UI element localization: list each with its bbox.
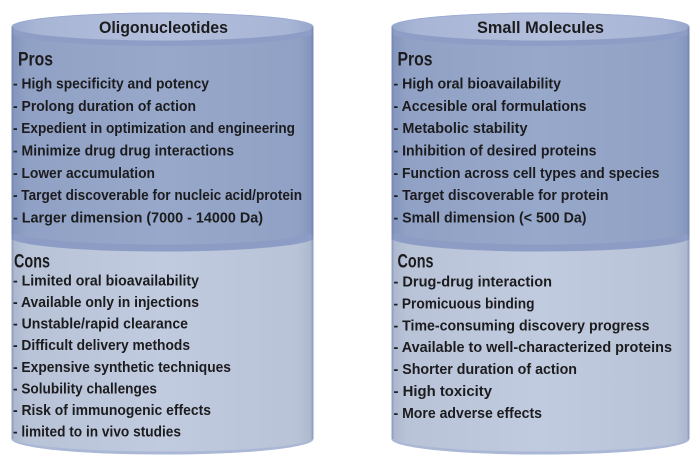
svg-text:- Metabolic stability: - Metabolic stability (394, 121, 528, 137)
svg-text:- Drug-drug interaction: - Drug-drug interaction (394, 275, 553, 291)
svg-text:- Shorter duration of action: - Shorter duration of action (394, 362, 578, 378)
svg-text:Small Molecules: Small Molecules (477, 18, 604, 37)
svg-text:Cons: Cons (398, 250, 434, 272)
svg-text:- Target discoverable for prot: - Target discoverable for protein (394, 188, 609, 204)
svg-text:- Available only in injections: - Available only in injections (13, 295, 199, 311)
svg-text:- Available to well-characteri: - Available to well-characterized protei… (394, 340, 673, 356)
svg-text:Pros: Pros (398, 49, 433, 71)
svg-text:Pros: Pros (18, 49, 53, 71)
svg-text:Oligonucleotides: Oligonucleotides (99, 18, 228, 37)
svg-text:- Promicuous binding: - Promicuous binding (394, 297, 535, 313)
svg-text:- Target discoverable for nucl: - Target discoverable for nucleic acid/p… (13, 188, 302, 204)
svg-text:- limited to in vivo studies: - limited to in vivo studies (13, 425, 181, 441)
svg-text:- High specificity and potency: - High specificity and potency (13, 77, 209, 93)
svg-text:- Unstable/rapid clearance: - Unstable/rapid clearance (13, 317, 188, 333)
svg-text:- Limited oral bioavailability: - Limited oral bioavailability (13, 274, 199, 290)
svg-text:- Solubility challenges: - Solubility challenges (13, 381, 157, 397)
svg-text:- Time-consuming discovery pro: - Time-consuming discovery progress (394, 318, 650, 334)
svg-text:- Lower accumulation: - Lower accumulation (13, 166, 155, 182)
svg-text:- Larger dimension (7000 - 140: - Larger dimension (7000 - 14000 Da) (13, 211, 263, 227)
svg-text:- Prolong duration of action: - Prolong duration of action (13, 99, 196, 115)
svg-text:- More adverse effects: - More adverse effects (394, 406, 543, 422)
svg-text:- Function across cell types a: - Function across cell types and species (394, 166, 660, 182)
svg-text:- Inhibition of desired protei: - Inhibition of desired proteins (394, 144, 597, 160)
svg-text:- Small dimension (< 500 Da): - Small dimension (< 500 Da) (394, 211, 587, 227)
svg-text:- Accesible oral formulations: - Accesible oral formulations (394, 99, 587, 115)
svg-text:- Expensive synthetic techniqu: - Expensive synthetic techniques (13, 360, 231, 376)
svg-text:Cons: Cons (14, 250, 50, 272)
svg-text:- High toxicity: - High toxicity (394, 384, 493, 400)
svg-text:- Expedient in optimization an: - Expedient in optimization and engineer… (13, 121, 295, 137)
svg-text:- Minimize drug drug interacti: - Minimize drug drug interactions (13, 144, 234, 160)
svg-text:- Risk of immunogenic effects: - Risk of immunogenic effects (13, 403, 211, 419)
svg-text:- High oral bioavailability: - High oral bioavailability (394, 77, 562, 93)
svg-text:- Difficult delivery methods: - Difficult delivery methods (13, 338, 190, 354)
